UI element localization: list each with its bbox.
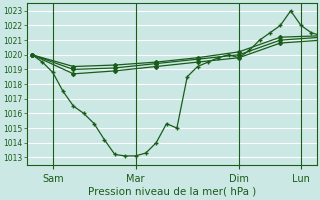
X-axis label: Pression niveau de la mer( hPa ): Pression niveau de la mer( hPa ) [88,187,256,197]
